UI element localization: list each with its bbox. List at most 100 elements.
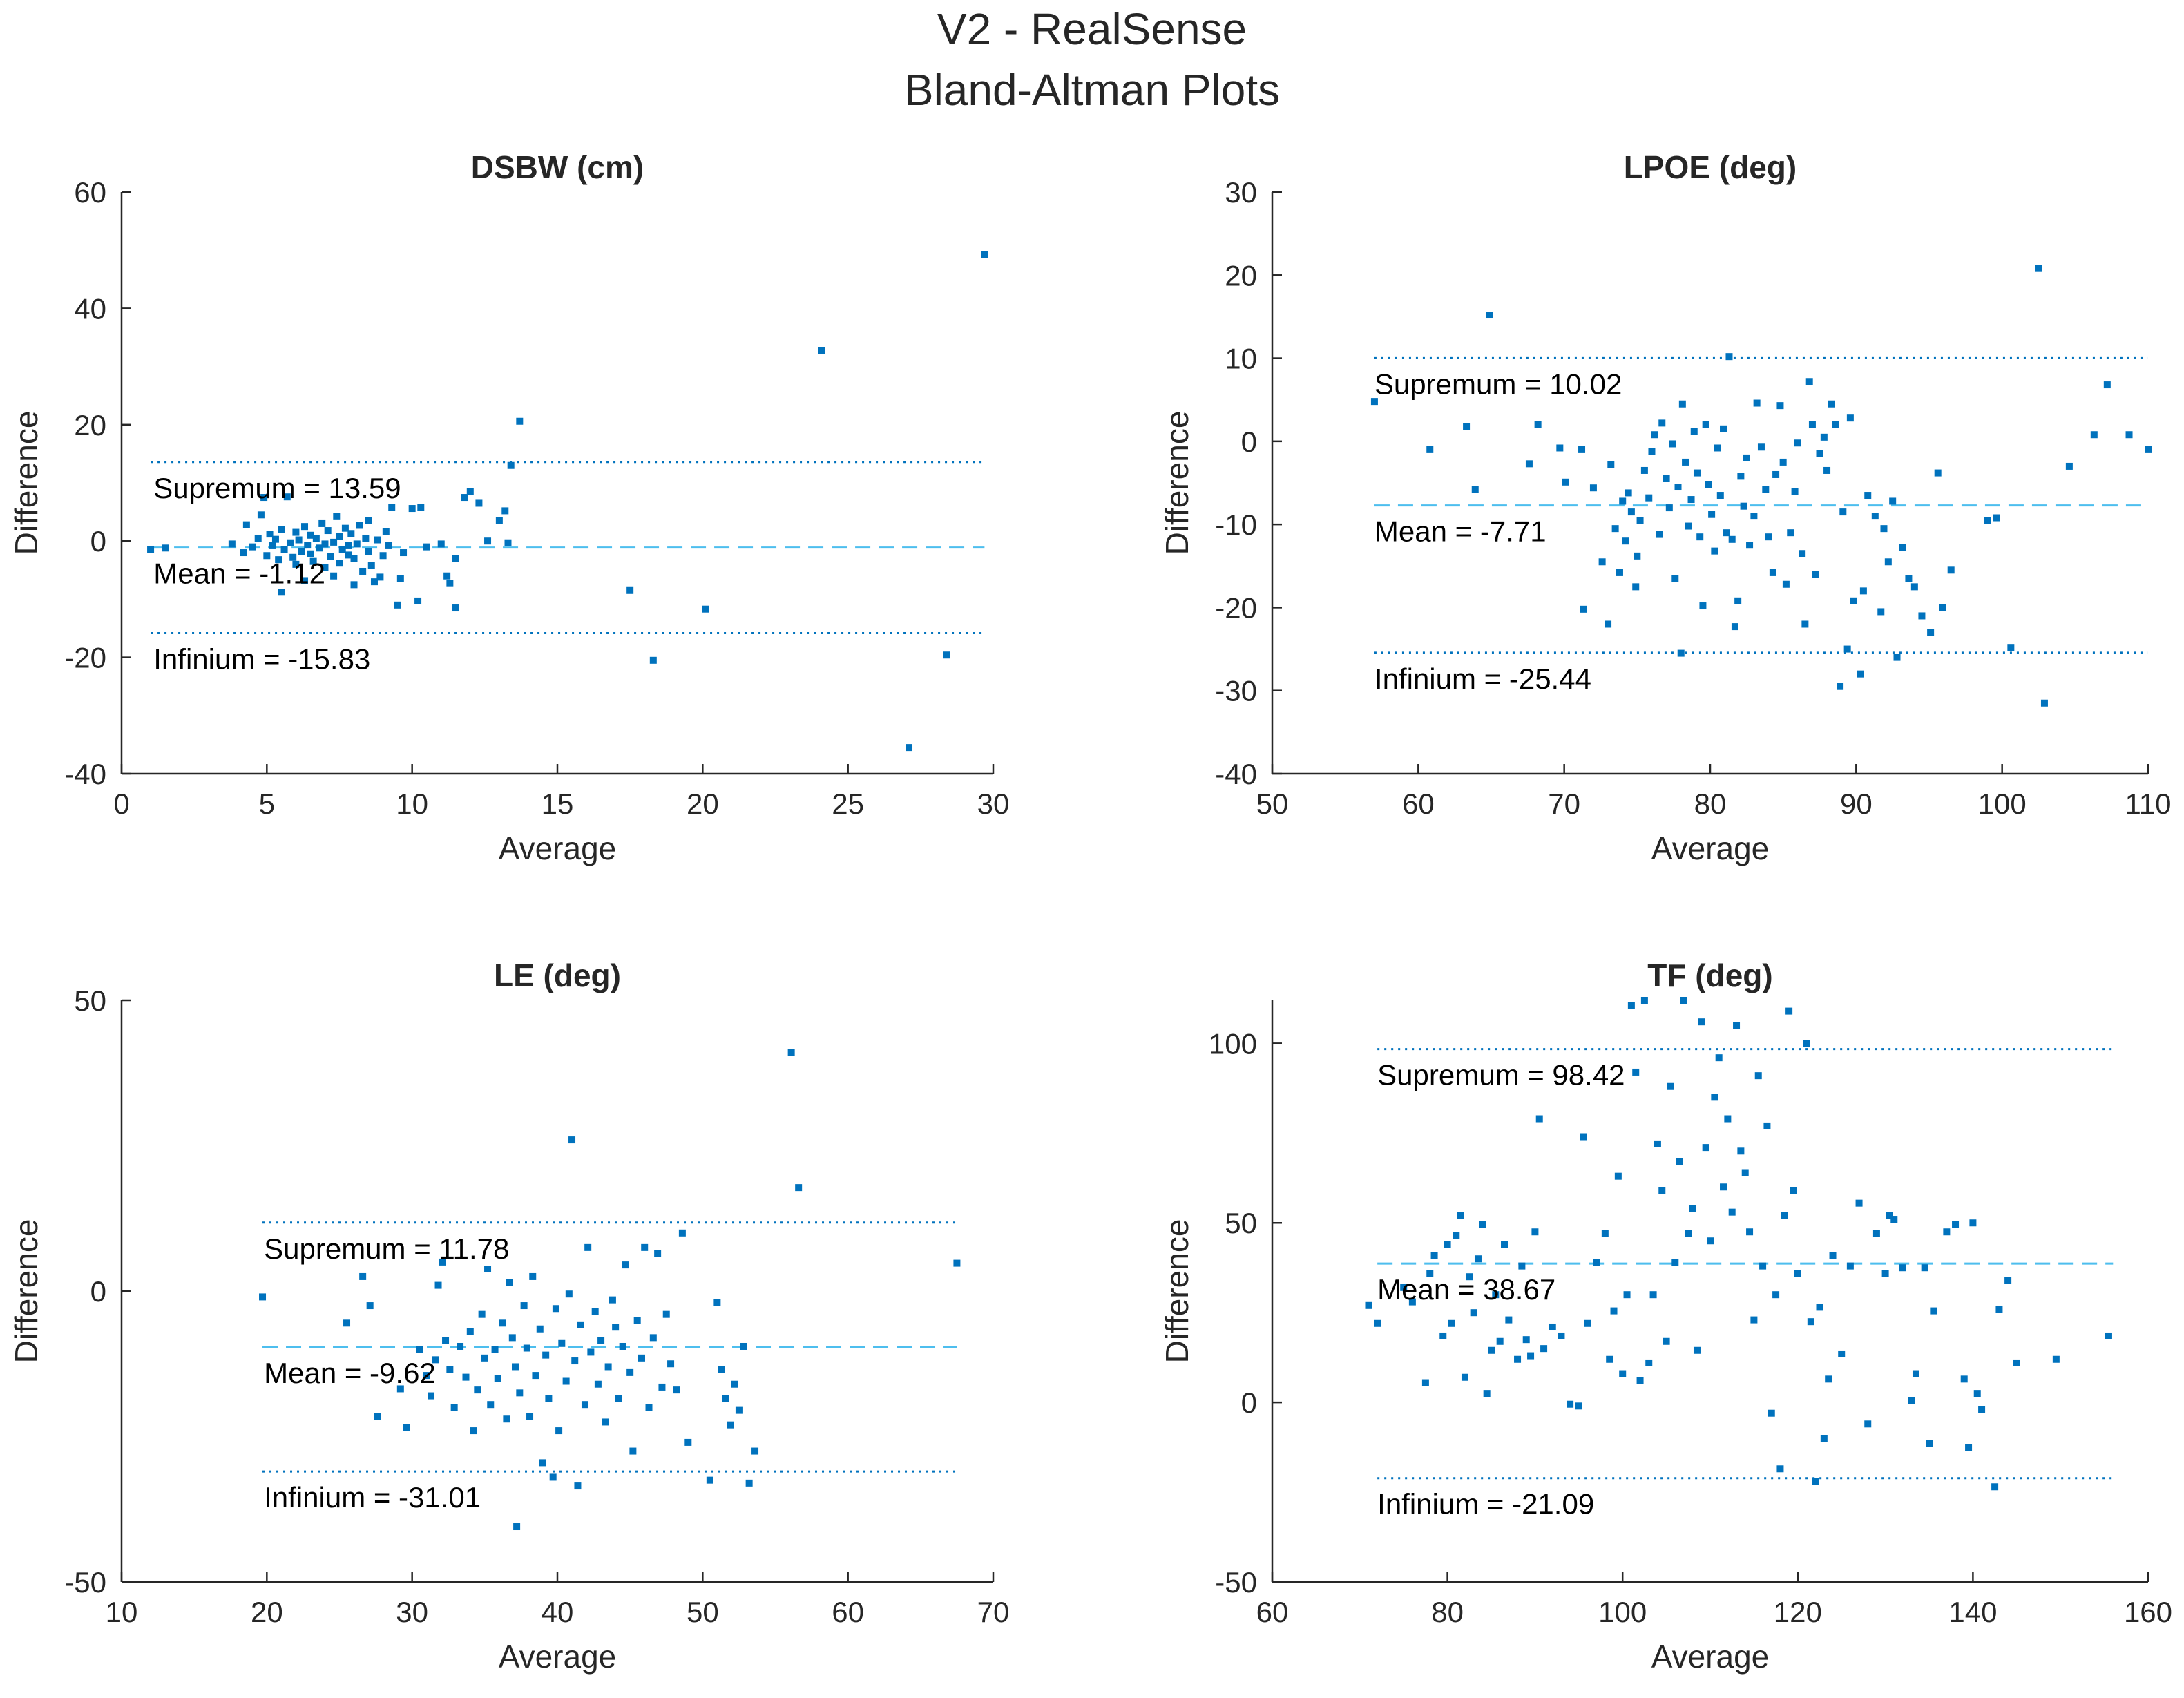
y-tick-label: 30 [1225,176,1257,209]
data-point [1531,1228,1539,1236]
data-point [633,1317,641,1324]
data-point [702,605,709,613]
plot-dsbw: DSBW (cm) 0 5 10 15 20 25 30 -40 -20 0 20 40 60 Averag… [8,149,1009,866]
data-point [162,544,169,552]
data-point [1776,402,1784,410]
data-point [2035,265,2042,272]
data-point [1723,529,1730,537]
mean-label: Mean = 38.67 [1377,1273,1555,1306]
data-point [1850,597,1857,604]
x-tick-label: 50 [687,1596,719,1628]
data-point [1782,580,1790,588]
data-point [330,538,338,546]
x-tick-label: 20 [687,788,719,820]
data-point [491,1346,499,1353]
x-tick-label: 30 [396,1596,428,1628]
data-point [1674,484,1682,491]
data-point [341,524,349,532]
data-point [622,1261,629,1269]
data-point [795,1184,803,1192]
data-point [638,1354,645,1362]
data-point [1794,439,1801,447]
data-point [1881,1270,1889,1277]
data-point [512,1363,519,1371]
x-tick-label: 20 [251,1596,283,1628]
data-point [428,1392,435,1400]
y-tick-label: -20 [1215,591,1257,624]
data-point [1993,514,2000,522]
x-axis-label: Average [499,1639,617,1675]
data-point [1746,1228,1754,1236]
data-point [1832,421,1839,428]
data-point [292,560,300,568]
x-tick-label: 90 [1840,788,1872,820]
data-point [1805,378,1813,385]
plot-title: LPOE (deg) [1624,149,1797,185]
x-tick-label: 80 [1694,788,1727,820]
data-point [385,542,393,549]
data-point [309,557,317,565]
x-tick-label: 25 [832,788,864,820]
data-point [304,542,312,549]
data-point [1720,1183,1727,1191]
data-point [1820,1435,1828,1442]
data-point [2105,1332,2112,1339]
data-point [275,556,282,564]
data-point [263,552,271,560]
data-point [943,651,950,659]
data-point [1663,1337,1670,1345]
data-point [366,1302,374,1310]
data-point [1943,1228,1951,1236]
data-point [1611,525,1619,533]
infimum-label: Infinium = -31.01 [264,1481,481,1514]
data-point [1627,1002,1635,1009]
data-point [423,1372,430,1380]
data-point [1466,1273,1473,1281]
data-point [1857,670,1864,678]
data-point [1714,444,1721,452]
data-point [751,1447,759,1455]
x-tick-label: 5 [259,788,275,820]
data-point [266,531,274,538]
data-point [1734,597,1742,604]
data-point [1905,575,1913,582]
data-point [289,553,297,561]
x-tick-label: 60 [832,1596,864,1628]
data-point [1843,645,1851,653]
data-point [1855,1199,1863,1207]
data-point [501,507,509,515]
data-point [581,1401,588,1409]
plot-le: LE (deg) 10 20 30 40 50 60 70 -50 0 50 Average Diffe… [8,957,1009,1675]
data-point [1921,1264,1928,1272]
data-point [495,517,503,524]
data-point [1501,1241,1508,1248]
data-point [1534,421,1542,428]
data-point [1698,1018,1705,1026]
data-point [1984,517,1991,524]
data-point [416,1346,423,1353]
data-point [1640,466,1648,474]
data-point [2040,699,2048,707]
data-point [673,1386,680,1394]
data-point [1864,1420,1872,1428]
data-point [1799,550,1806,557]
data-point [2007,644,2015,651]
data-point [484,537,492,545]
data-point [1677,649,1685,657]
data-point [654,1250,662,1257]
data-point [609,1296,616,1304]
data-point [312,534,320,542]
data-point [240,549,247,557]
data-point [1893,654,1901,661]
data-point [1457,1212,1464,1219]
data-point [718,1366,725,1373]
data-point [1622,537,1629,545]
data-point [1525,460,1533,468]
data-point [1645,494,1653,502]
data-point [1527,1352,1535,1360]
data-point [1496,1337,1504,1345]
data-point [516,417,524,425]
data-point [1439,1332,1447,1339]
x-tick-label: 10 [106,1596,138,1628]
